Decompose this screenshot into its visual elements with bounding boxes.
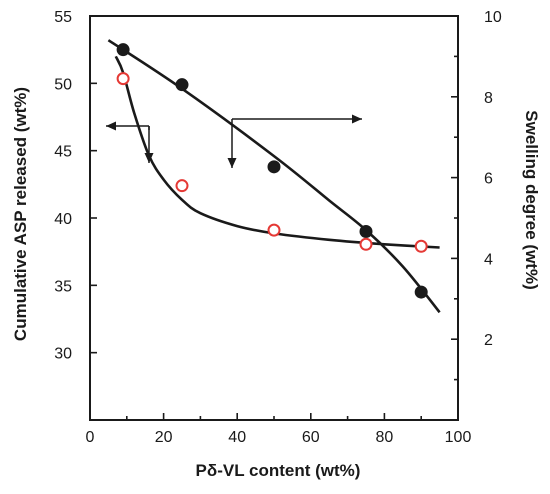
y-left-tick-label: 35 [54, 278, 72, 295]
cumulative-release-point [175, 78, 189, 92]
y-right-tick-label: 2 [484, 332, 493, 349]
y-left-tick-label: 45 [54, 144, 72, 161]
y-right-tick-label: 6 [484, 171, 493, 188]
cumulative-release-point [414, 285, 428, 299]
x-tick-label: 20 [155, 429, 173, 446]
y-axis-right-title: Swelling degree (wt%) [522, 110, 541, 289]
y-right-tick-label: 4 [484, 251, 493, 268]
x-tick-label: 80 [376, 429, 394, 446]
arrow-left-down-head [144, 153, 154, 163]
plot-frame [89, 15, 459, 421]
axis-arrows [106, 114, 362, 168]
swelling-degree-point [359, 237, 373, 251]
x-tick-label: 0 [86, 429, 95, 446]
x-axis-title: Pδ-VL content (wt%) [196, 461, 361, 480]
swelling-degree-point [116, 72, 130, 86]
swelling-degree-fit-line [114, 55, 440, 249]
y-left-tick-label: 55 [54, 9, 72, 26]
y-right-tick-label: 8 [484, 90, 493, 107]
cumulative-release-fit-line [107, 39, 441, 314]
x-tick-label: 60 [302, 429, 320, 446]
axes: 0 20 40 60 80 100 30 35 40 45 50 55 2 4 6 8 10 [54, 9, 502, 446]
y-left-tick-label: 30 [54, 346, 72, 363]
y-right-tick-label: 10 [484, 9, 502, 26]
arrow-right-down-head [227, 158, 237, 168]
y-left-tick-label: 40 [54, 211, 72, 228]
x-tick-label: 100 [445, 429, 472, 446]
x-tick-label: 40 [228, 429, 246, 446]
arrow-to-left-axis-head [106, 121, 116, 131]
swelling-degree-point [267, 223, 281, 237]
swelling-degree-point [414, 239, 428, 253]
arrow-to-right-axis-head [352, 114, 362, 124]
cumulative-release-point [359, 224, 373, 238]
y-axis-left-title: Cumulative ASP released (wt%) [11, 87, 30, 341]
cumulative-release-point [116, 43, 130, 57]
swelling-degree-point [175, 179, 189, 193]
fit-curves [107, 39, 441, 314]
cumulative-release-point [267, 160, 281, 174]
y-left-tick-label: 50 [54, 76, 72, 93]
data-points [116, 43, 428, 299]
